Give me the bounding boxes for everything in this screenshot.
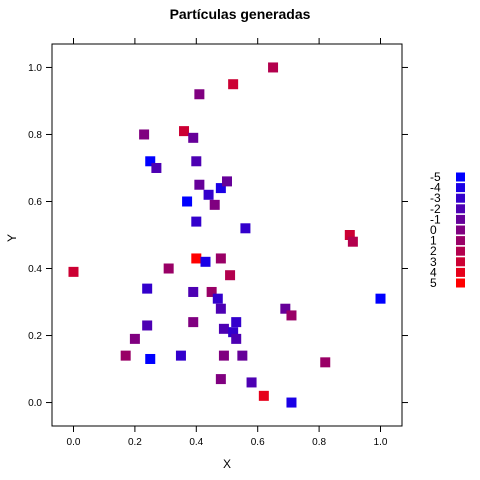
data-point (218, 323, 229, 334)
legend-swatch (456, 193, 465, 203)
axis-ticks: 0.0 0.2 0.4 0.6 0.8 1.0 0.0 0.2 0.4 0.6 0.8 1.0 (28, 38, 408, 448)
data-point (129, 333, 140, 344)
data-point (188, 317, 199, 328)
data-point (182, 196, 193, 207)
legend-label: 0 (430, 223, 437, 237)
legend-label: 5 (430, 276, 437, 290)
y-tick-label: 1.0 (28, 63, 42, 74)
data-point (188, 286, 199, 297)
data-point (231, 317, 242, 328)
data-point (268, 62, 279, 73)
x-tick-label: 0.0 (67, 437, 81, 448)
data-point (175, 350, 186, 361)
y-tick-label: 0.2 (28, 331, 42, 342)
legend-swatch (456, 204, 465, 214)
y-axis-label: Y (5, 234, 19, 242)
legend-label: 1 (430, 234, 437, 248)
data-point (163, 263, 174, 274)
legend-swatch (456, 267, 465, 277)
data-point (237, 350, 248, 361)
x-tick-label: 1.0 (374, 437, 388, 448)
legend-swatch (456, 183, 465, 193)
y-tick-label: 0.6 (28, 197, 42, 208)
x-axis-label: X (223, 457, 231, 471)
data-point (68, 266, 79, 277)
data-point (228, 327, 239, 338)
legend-label: -3 (430, 191, 441, 205)
data-point (188, 132, 199, 143)
chart-title: Partículas generadas (170, 6, 311, 22)
data-point (209, 199, 220, 210)
data-point (258, 390, 269, 401)
data-point (347, 236, 358, 247)
data-point (215, 374, 226, 385)
legend-label: 4 (430, 265, 437, 279)
x-tick-label: 0.4 (189, 437, 203, 448)
data-point (191, 253, 202, 264)
x-tick-label: 0.2 (128, 437, 142, 448)
data-point (246, 377, 257, 388)
data-point (206, 286, 217, 297)
data-point (215, 183, 226, 194)
data-point (280, 303, 291, 314)
data-point (142, 283, 153, 294)
legend-swatch (456, 246, 465, 256)
data-point (240, 223, 251, 234)
legend-swatch (456, 236, 465, 246)
y-tick-label: 0.0 (28, 398, 42, 409)
data-point (145, 156, 156, 167)
data-point (145, 353, 156, 364)
data-point (200, 256, 211, 267)
legend-label: -1 (430, 212, 441, 226)
data-point (203, 189, 214, 200)
x-tick-label: 0.8 (312, 437, 326, 448)
data-point (179, 126, 190, 137)
y-tick-label: 0.4 (28, 264, 42, 275)
legend-label: -2 (430, 202, 441, 216)
data-point (231, 333, 242, 344)
data-point (191, 216, 202, 227)
data-point (228, 79, 239, 90)
data-point (375, 293, 386, 304)
data-points (68, 62, 386, 408)
data-point (286, 397, 297, 408)
data-point (194, 89, 205, 100)
legend-label: 2 (430, 244, 437, 258)
legend-swatch (456, 214, 465, 224)
data-point (142, 320, 153, 331)
data-point (222, 176, 232, 187)
data-point (194, 179, 205, 190)
legend-label: 3 (430, 255, 437, 269)
legend-swatch (456, 172, 465, 182)
data-point (215, 253, 226, 264)
legend-swatch (456, 257, 465, 267)
data-point (320, 357, 331, 368)
data-point (212, 293, 223, 304)
data-point (218, 350, 229, 361)
data-point (215, 303, 226, 314)
data-point (120, 350, 131, 361)
data-point (225, 270, 236, 281)
data-point (344, 230, 355, 240)
legend-label: -4 (430, 181, 441, 195)
plot-panel (51, 43, 403, 427)
legend-swatch (456, 278, 465, 288)
data-point (139, 129, 150, 140)
legend-label: -5 (430, 170, 441, 184)
legend-swatch (456, 225, 465, 235)
data-point (151, 162, 162, 173)
y-tick-label: 0.8 (28, 130, 42, 141)
data-point (191, 156, 202, 167)
x-tick-label: 0.6 (251, 437, 265, 448)
data-point (286, 310, 297, 321)
